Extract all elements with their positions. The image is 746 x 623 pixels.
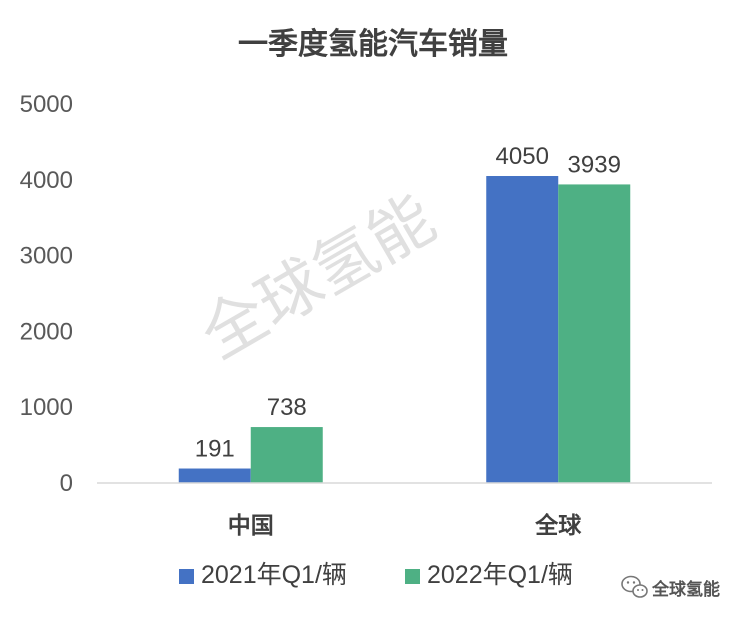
bar	[558, 184, 631, 483]
brand-logo: 全球氢能	[621, 575, 720, 600]
x-tick-label: 全球	[534, 512, 582, 539]
brand-text: 全球氢能	[651, 579, 720, 600]
watermark-text: 全球氢能	[189, 182, 448, 374]
bar	[486, 176, 559, 483]
legend-label: 2021年Q1/辆	[201, 561, 347, 589]
y-tick-label: 1000	[20, 394, 73, 421]
legend-label: 2022年Q1/辆	[427, 561, 573, 589]
y-tick-label: 4000	[20, 167, 73, 194]
bar	[178, 468, 251, 483]
bars	[178, 176, 631, 483]
wechat-icon	[621, 575, 648, 598]
y-axis: 0 1000 2000 3000 4000 5000	[20, 91, 73, 497]
data-label: 191	[195, 436, 235, 463]
legend-swatch	[405, 569, 420, 584]
data-label: 4050	[496, 143, 549, 170]
data-labels: 191 738 4050 3939	[195, 143, 621, 463]
legend: 2021年Q1/辆 2022年Q1/辆	[179, 561, 573, 589]
y-tick-label: 0	[60, 470, 73, 497]
data-label: 3939	[568, 151, 621, 178]
y-tick-label: 3000	[20, 243, 73, 270]
x-tick-label: 中国	[228, 513, 274, 539]
legend-item: 2022年Q1/辆	[405, 561, 573, 589]
data-label: 738	[267, 394, 307, 421]
bar	[250, 427, 323, 483]
x-axis: 中国 全球	[228, 512, 583, 539]
legend-swatch	[179, 569, 194, 584]
legend-item: 2021年Q1/辆	[179, 561, 347, 589]
watermark: 全球氢能	[189, 182, 448, 374]
chart-title: 一季度氢能汽车销量	[238, 27, 508, 62]
y-tick-label: 2000	[20, 318, 73, 345]
y-tick-label: 5000	[20, 91, 73, 118]
